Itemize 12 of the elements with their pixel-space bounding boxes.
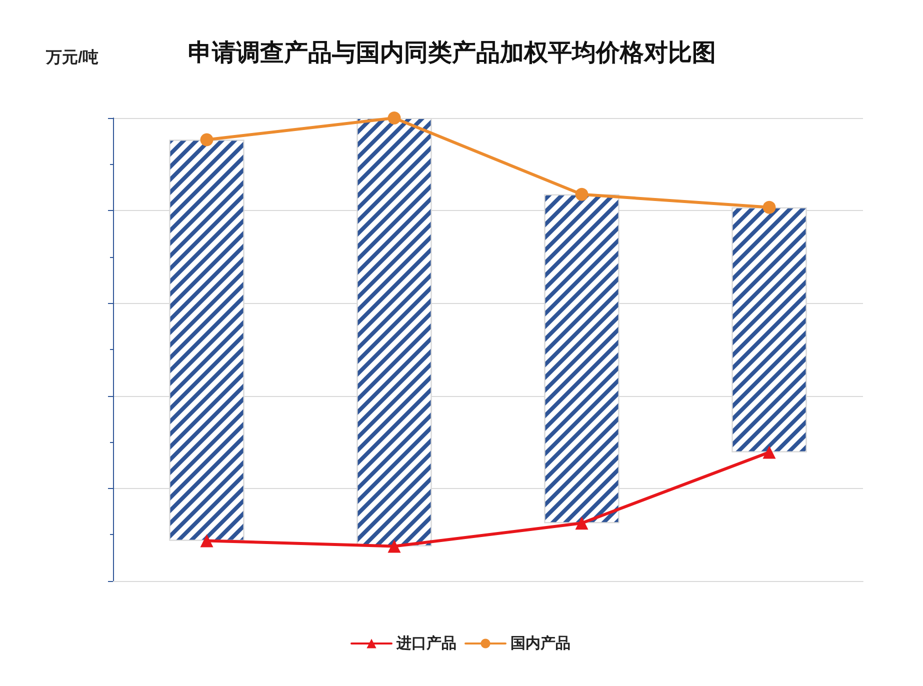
point	[762, 446, 776, 459]
y-axis-title: 万元/吨	[45, 48, 98, 66]
point	[388, 540, 401, 553]
point	[575, 516, 588, 530]
legend-label: 国内产品	[510, 635, 570, 652]
legend-label: 进口产品	[396, 635, 456, 652]
point	[200, 133, 214, 146]
point	[388, 112, 401, 124]
point	[200, 534, 214, 548]
chart-title: 申请调查产品与国内同类产品加权平均价格对比图	[188, 40, 716, 66]
point	[762, 200, 776, 214]
point	[575, 188, 588, 201]
